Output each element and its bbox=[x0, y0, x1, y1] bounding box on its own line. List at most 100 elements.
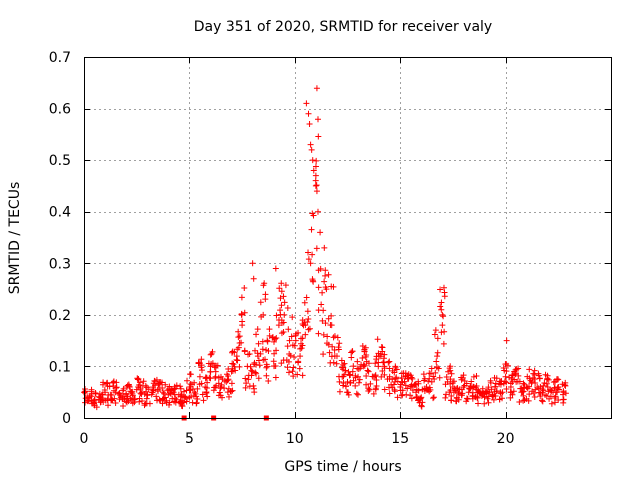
data-point bbox=[440, 284, 447, 291]
data-point bbox=[272, 362, 279, 369]
data-point bbox=[137, 386, 144, 393]
data-point bbox=[331, 346, 338, 353]
data-point bbox=[484, 389, 491, 396]
data-point bbox=[530, 370, 537, 377]
data-point bbox=[502, 373, 509, 380]
data-point bbox=[381, 371, 388, 378]
data-point bbox=[470, 383, 477, 390]
y-tick-label: 0.3 bbox=[49, 256, 71, 272]
data-point bbox=[254, 326, 261, 333]
data-point bbox=[548, 387, 555, 394]
data-point bbox=[281, 311, 288, 318]
data-point bbox=[231, 349, 238, 356]
data-point bbox=[474, 394, 481, 401]
data-point bbox=[450, 378, 457, 385]
data-point bbox=[281, 299, 288, 306]
data-point bbox=[295, 358, 302, 365]
data-point bbox=[458, 386, 465, 393]
data-point bbox=[361, 346, 368, 353]
data-point bbox=[432, 327, 439, 334]
data-point bbox=[318, 301, 325, 308]
data-point bbox=[229, 387, 236, 394]
data-point bbox=[266, 326, 273, 333]
data-point bbox=[278, 288, 285, 295]
data-point bbox=[336, 340, 343, 347]
data-point bbox=[233, 356, 240, 363]
data-point bbox=[309, 157, 316, 164]
data-point bbox=[500, 365, 507, 372]
data-point bbox=[443, 391, 450, 398]
data-point bbox=[196, 373, 203, 380]
data-point bbox=[369, 373, 376, 380]
data-point bbox=[536, 375, 543, 382]
data-point bbox=[438, 329, 445, 336]
data-point bbox=[238, 311, 245, 318]
data-point bbox=[323, 340, 330, 347]
x-tick-label: 15 bbox=[391, 431, 409, 447]
x-tick-label: 20 bbox=[497, 431, 515, 447]
data-point bbox=[265, 378, 272, 385]
data-point bbox=[221, 377, 228, 384]
data-point bbox=[319, 289, 326, 296]
data-point bbox=[314, 116, 321, 123]
data-point bbox=[441, 289, 448, 296]
data-point bbox=[420, 371, 427, 378]
data-point bbox=[224, 372, 231, 379]
data-point bbox=[234, 357, 241, 364]
data-point bbox=[320, 307, 327, 314]
data-point bbox=[515, 365, 522, 372]
data-point bbox=[186, 387, 193, 394]
data-point bbox=[544, 376, 551, 383]
data-point bbox=[497, 381, 504, 388]
data-point bbox=[490, 396, 497, 403]
data-point bbox=[394, 378, 401, 385]
data-point bbox=[487, 377, 494, 384]
data-point bbox=[409, 387, 416, 394]
data-point bbox=[417, 395, 424, 402]
data-point bbox=[319, 317, 326, 324]
data-point bbox=[435, 365, 442, 372]
data-point bbox=[290, 373, 297, 380]
data-point bbox=[242, 384, 249, 391]
data-point bbox=[198, 356, 205, 363]
data-point bbox=[525, 397, 532, 404]
data-point bbox=[296, 365, 303, 372]
data-point bbox=[531, 376, 538, 383]
data-point bbox=[384, 376, 391, 383]
data-point bbox=[194, 396, 201, 403]
data-point bbox=[278, 302, 285, 309]
x-axis-label: GPS time / hours bbox=[284, 459, 401, 475]
data-point bbox=[142, 382, 149, 389]
data-point bbox=[315, 133, 322, 140]
data-point bbox=[139, 397, 146, 404]
data-point bbox=[236, 333, 243, 340]
data-point bbox=[155, 381, 162, 388]
data-point bbox=[555, 383, 562, 390]
data-point bbox=[399, 387, 406, 394]
data-point bbox=[187, 371, 194, 378]
data-point bbox=[272, 265, 279, 272]
data-point bbox=[172, 385, 179, 392]
data-point bbox=[463, 380, 470, 387]
data-point bbox=[447, 363, 454, 370]
data-point bbox=[272, 335, 279, 342]
data-point bbox=[485, 384, 492, 391]
data-point bbox=[232, 367, 239, 374]
data-point bbox=[208, 350, 215, 357]
data-point bbox=[509, 371, 516, 378]
data-point bbox=[520, 388, 527, 395]
data-point bbox=[537, 383, 544, 390]
data-point bbox=[322, 284, 329, 291]
data-point bbox=[331, 353, 338, 360]
data-point bbox=[257, 299, 264, 306]
data-point bbox=[255, 340, 262, 347]
data-point bbox=[104, 383, 111, 390]
data-point bbox=[248, 372, 255, 379]
data-point bbox=[300, 322, 307, 329]
data-point bbox=[439, 311, 446, 318]
data-point bbox=[154, 388, 161, 395]
data-point bbox=[493, 375, 500, 382]
data-point bbox=[342, 367, 349, 374]
data-point bbox=[365, 360, 372, 367]
data-point bbox=[492, 383, 499, 390]
